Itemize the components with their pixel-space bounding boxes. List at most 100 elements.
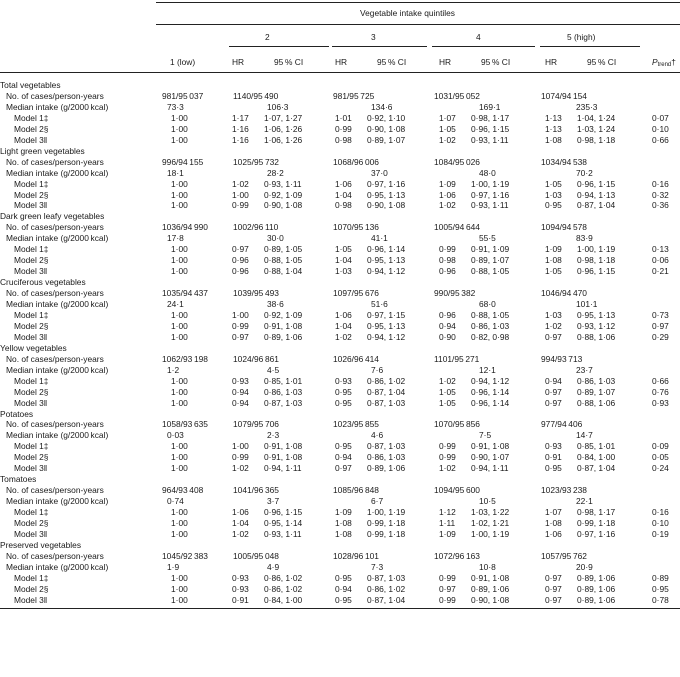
cases-value: 1005/95 048: [233, 550, 279, 561]
model-label: Model 1‡: [14, 112, 49, 123]
median-label: Median intake (g/2000 kcal): [6, 233, 109, 244]
cases-label: No. of cases/person-years: [6, 550, 104, 561]
model-hr4: 1·06: [439, 189, 456, 200]
model-ci4: 0·88, 1·05: [471, 266, 510, 277]
model-ci5: 0·98, 1·17: [577, 507, 616, 517]
model-ci4: 0·91, 1·08: [471, 441, 510, 452]
median-label: Median intake (g/2000 kcal): [6, 101, 109, 112]
model-hr4: 0·96: [439, 266, 456, 277]
model-q1: 1·00: [171, 134, 188, 145]
model-label: Model 1‡: [14, 244, 49, 255]
model-ci4: 0·91, 1·08: [471, 572, 510, 583]
model-ci5: 0·98, 1·18: [577, 134, 616, 145]
model-hr2: 1·16: [232, 134, 249, 145]
model-hr4: 1·11: [439, 518, 456, 528]
model-ci4: 0·93, 1·11: [471, 134, 509, 145]
model-hr5: 1·03: [545, 309, 562, 320]
cases-value: 1070/95 136: [333, 222, 379, 233]
median-value: 7·5: [479, 430, 492, 441]
model-hr2: 1·04: [232, 518, 249, 528]
model-q1: 1·00: [171, 452, 188, 463]
model-ci5: 0·96, 1·15: [577, 266, 616, 277]
model-q1: 1·00: [171, 320, 188, 331]
cases-label: No. of cases/person-years: [6, 156, 104, 167]
cases-label: No. of cases/person-years: [6, 485, 104, 496]
model-hr3: 1·06: [335, 309, 352, 320]
model-hr3: 1·01: [335, 112, 352, 123]
model-q1: 1·00: [171, 397, 188, 408]
cases-value: 1046/94 470: [541, 288, 587, 298]
model-q1: 1·00: [171, 386, 188, 397]
median-value: 0·74: [167, 496, 184, 507]
median-value: 73·3: [167, 101, 184, 112]
model-p: 0·24: [652, 463, 669, 474]
model-hr4: 1·05: [439, 123, 456, 134]
model-ci5: 0·97, 1·16: [577, 528, 616, 539]
cases-value: 1094/94 578: [541, 222, 587, 233]
median-row: Median intake (g/2000 kcal) 1·9 4·9 7·3 10·8…: [0, 562, 680, 573]
model-ci5: 0·84, 1·00: [577, 452, 616, 463]
model-hr3: 0·98: [335, 200, 352, 211]
model-ci4: 0·89, 1·06: [471, 583, 510, 594]
model-hr2: 1·02: [232, 463, 249, 474]
model-hr4: 0·98: [439, 255, 456, 266]
median-value: 4·5: [267, 364, 280, 375]
model-label: Model 1‡: [14, 572, 49, 583]
median-value: 83·9: [576, 233, 593, 244]
model-p: 0·16: [652, 507, 669, 517]
cases-label: No. of cases/person-years: [6, 91, 104, 101]
model-hr2: 1·00: [232, 189, 249, 200]
model-hr2: 1·06: [232, 507, 249, 517]
cases-value: 1041/96 365: [233, 485, 279, 496]
model-hr4: 0·99: [439, 244, 456, 255]
cases-value: 1140/95 490: [233, 91, 279, 101]
model-hr4: 0·99: [439, 452, 456, 463]
model-ci2: 0·93, 1·11: [264, 528, 302, 539]
model-q1: 1·00: [171, 255, 188, 266]
cases-value: 990/95 382: [434, 288, 476, 298]
model-p: 0·29: [652, 331, 669, 342]
cases-value: 1058/93 635: [162, 419, 208, 430]
ptrend-mark: †: [671, 57, 676, 67]
header-bottom-rule: [0, 72, 680, 73]
cases-value: 1085/96 848: [333, 485, 379, 496]
model-ci2: 0·89, 1·06: [264, 331, 303, 342]
model-ci4: 0·94, 1·11: [471, 463, 509, 474]
median-value: 169·1: [479, 101, 501, 112]
cases-value: 1031/95 052: [434, 91, 480, 101]
model-row: Model 3‖ 1·00 0·91 0·84, 1·00 0·95 0·87, 1·04…: [0, 595, 680, 606]
model-ci5: 0·95, 1·13: [577, 309, 616, 320]
model-p: 0·06: [652, 255, 669, 266]
q3-rule: [332, 46, 427, 47]
section-title-row: Potatoes: [0, 409, 680, 420]
model-q1: 1·00: [171, 572, 188, 583]
model-row: Model 1‡ 1·00 1·00 0·92, 1·09 1·06 0·97, 1·15…: [0, 310, 680, 321]
model-label: Model 1‡: [14, 375, 49, 386]
median-row: Median intake (g/2000 kcal) 1·2 4·5 7·6 12·1…: [0, 365, 680, 376]
model-row: Model 2§ 1·00 0·99 0·91, 1·08 1·04 0·95, 1·13…: [0, 321, 680, 332]
section-title-row: Cruciferous vegetables: [0, 277, 680, 288]
model-q1: 1·00: [171, 200, 188, 211]
model-p: 0·13: [652, 244, 669, 255]
section-title: Potatoes: [0, 408, 34, 419]
model-label: Model 1‡: [14, 178, 49, 189]
model-hr2: 0·91: [232, 594, 249, 605]
model-ci2: 0·88, 1·05: [264, 255, 303, 266]
model-label: Model 2§: [14, 255, 49, 266]
model-ci3: 0·89, 1·06: [367, 463, 406, 474]
model-row: Model 2§ 1·00 1·16 1·06, 1·26 0·99 0·90, 1·08…: [0, 124, 680, 135]
model-hr3: 1·04: [335, 189, 352, 200]
cases-row: No. of cases/person-years 964/93 408 1041/…: [0, 485, 680, 496]
model-p: 0·97: [652, 320, 669, 331]
cases-row: No. of cases/person-years 1045/92 383 1005…: [0, 551, 680, 562]
cases-row: No. of cases/person-years 996/94 155 1025/…: [0, 157, 680, 168]
model-hr3: 0·95: [335, 386, 352, 397]
model-hr4: 0·94: [439, 320, 456, 331]
median-value: 68·0: [479, 299, 496, 309]
model-hr5: 1·02: [545, 320, 562, 331]
median-row: Median intake (g/2000 kcal) 17·8 30·0 41·1 5…: [0, 233, 680, 244]
model-hr2: 0·96: [232, 255, 249, 266]
model-hr2: 0·99: [232, 452, 249, 463]
cases-value: 1068/96 006: [333, 156, 379, 167]
model-hr5: 1·07: [545, 507, 562, 517]
